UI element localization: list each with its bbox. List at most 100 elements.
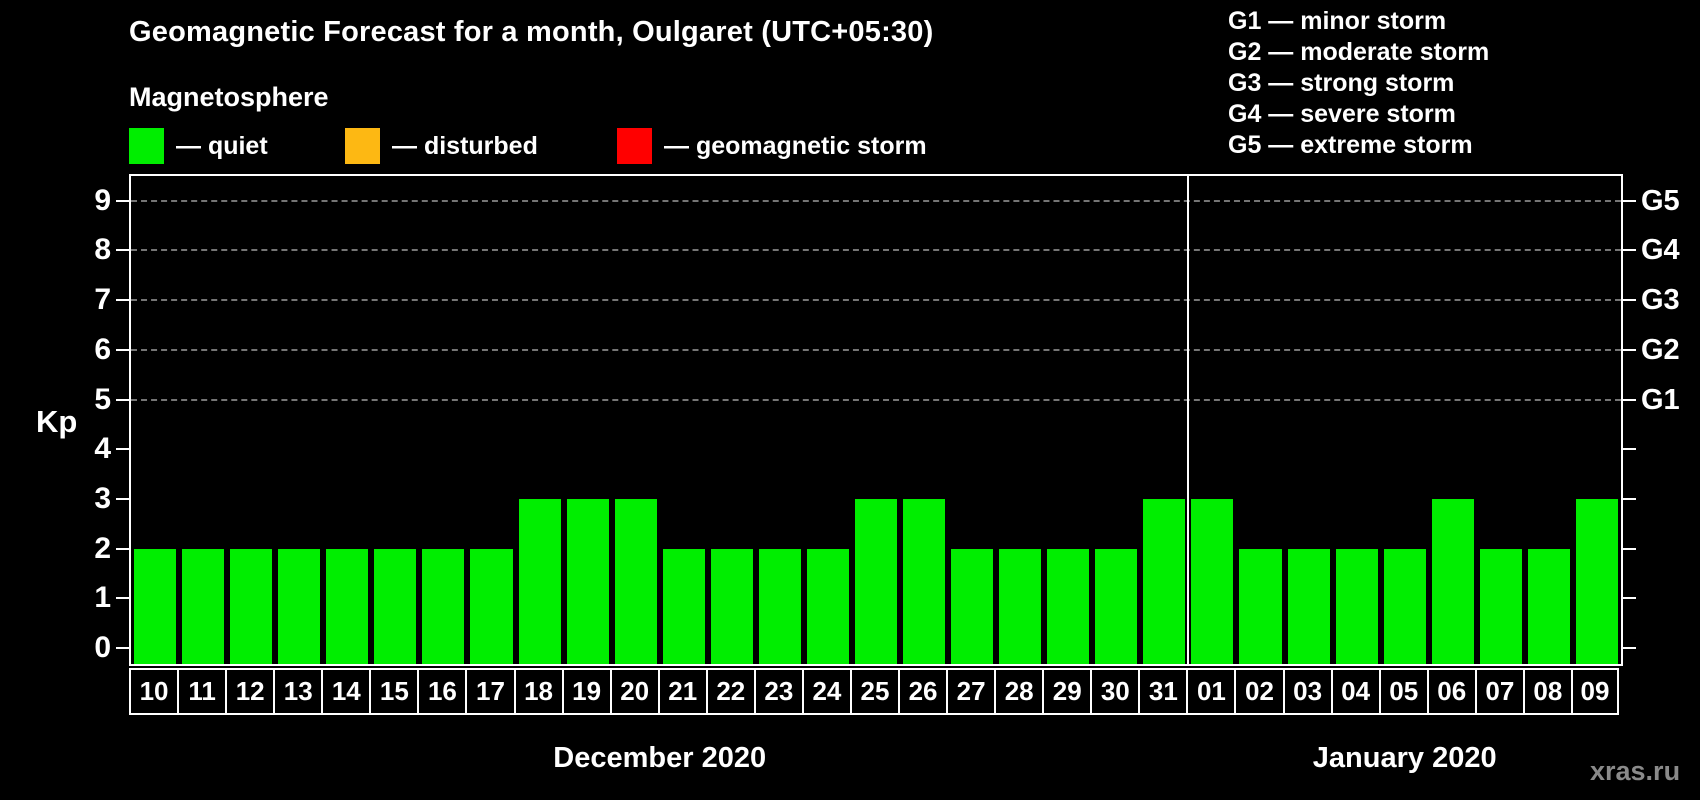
y-axis-label: Kp xyxy=(36,404,78,439)
day-label-15: 15 xyxy=(369,668,420,715)
legend-label-disturbed: — disturbed xyxy=(392,131,538,160)
kp-bar-day-19 xyxy=(566,498,609,664)
kp-color-legend: — quiet — disturbed — geomagnetic storm xyxy=(0,126,1100,170)
kp-bar-day-06 xyxy=(1431,498,1474,664)
g-scale-label-g4: G4 xyxy=(1641,234,1680,267)
gridline-kp8 xyxy=(131,249,1621,252)
right-tick-0 xyxy=(1623,647,1636,649)
day-label-06: 06 xyxy=(1426,668,1477,715)
day-label-19: 19 xyxy=(561,668,612,715)
g-scale-label-g5: G5 xyxy=(1641,184,1680,217)
gridline-kp5 xyxy=(131,398,1621,401)
kp-bar-day-12 xyxy=(230,548,273,664)
day-label-17: 17 xyxy=(465,668,516,715)
day-label-13: 13 xyxy=(273,668,324,715)
right-tick-8 xyxy=(1623,249,1636,252)
kp-bar-day-24 xyxy=(806,548,849,664)
day-label-27: 27 xyxy=(946,668,997,715)
y-tick-label-8: 8 xyxy=(94,233,111,267)
day-label-07: 07 xyxy=(1474,668,1525,715)
kp-bar-day-01 xyxy=(1191,498,1234,664)
left-tick-5 xyxy=(116,398,129,401)
kp-bar-day-11 xyxy=(182,548,225,664)
gridline-kp6 xyxy=(131,348,1621,351)
y-tick-label-7: 7 xyxy=(94,283,111,317)
day-label-08: 08 xyxy=(1522,668,1573,715)
day-label-14: 14 xyxy=(321,668,372,715)
watermark: xras.ru xyxy=(1590,756,1681,786)
day-label-26: 26 xyxy=(898,668,949,715)
kp-bar-day-30 xyxy=(1095,548,1138,664)
right-tick-6 xyxy=(1623,348,1636,351)
kp-bar-day-13 xyxy=(278,548,321,664)
kp-bar-day-05 xyxy=(1383,548,1426,664)
day-label-25: 25 xyxy=(849,668,901,715)
kp-bar-day-07 xyxy=(1479,548,1522,664)
day-label-10: 10 xyxy=(129,668,180,715)
g-scale-legend: G1 — minor storm G2 — moderate storm G3 — … xyxy=(1228,6,1489,161)
right-tick-3 xyxy=(1623,497,1636,500)
legend-label-storm: — geomagnetic storm xyxy=(664,131,927,160)
kp-bar-day-23 xyxy=(758,548,801,664)
legend-item-storm: — geomagnetic storm xyxy=(617,126,927,166)
day-label-18: 18 xyxy=(513,668,564,715)
right-tick-7 xyxy=(1623,299,1636,302)
y-tick-label-5: 5 xyxy=(94,382,111,416)
kp-bar-day-26 xyxy=(903,498,946,664)
left-tick-1 xyxy=(116,597,129,600)
kp-bar-day-03 xyxy=(1287,548,1330,664)
kp-bar-day-22 xyxy=(710,548,753,664)
right-tick-4 xyxy=(1623,448,1636,451)
day-axis: 10 11 12 13 14 15 16 17 18 19 20 21 22 23 24 25 26 27 28 29… xyxy=(129,668,1623,715)
day-label-30: 30 xyxy=(1090,668,1141,715)
day-label-21: 21 xyxy=(657,668,708,715)
kp-bar-day-02 xyxy=(1239,548,1282,664)
day-label-09: 09 xyxy=(1570,668,1619,715)
legend-item-quiet: — quiet xyxy=(129,126,268,166)
day-label-28: 28 xyxy=(994,668,1045,715)
day-label-29: 29 xyxy=(1042,668,1093,715)
quiet-swatch xyxy=(129,128,164,164)
day-label-22: 22 xyxy=(705,668,756,715)
kp-bar-day-09 xyxy=(1575,498,1618,664)
day-label-11: 11 xyxy=(177,668,228,715)
g-legend-row-3: G3 — strong storm xyxy=(1228,69,1455,97)
kp-bar-day-29 xyxy=(1047,548,1090,664)
g-legend-row-4: G4 — severe storm xyxy=(1228,100,1456,128)
y-tick-label-1: 1 xyxy=(94,581,111,615)
day-label-02: 02 xyxy=(1234,668,1285,715)
g-legend-row-1: G1 — minor storm xyxy=(1228,7,1447,35)
legend-label-quiet: — quiet xyxy=(176,131,268,160)
g-scale-label-g2: G2 xyxy=(1641,333,1680,366)
y-tick-label-6: 6 xyxy=(94,332,111,366)
g-legend-row-5: G5 — extreme storm xyxy=(1228,131,1473,159)
g-legend-row-2: G2 — moderate storm xyxy=(1228,38,1490,66)
right-tick-5 xyxy=(1623,398,1636,401)
left-tick-0 xyxy=(116,647,129,649)
day-label-24: 24 xyxy=(801,668,852,715)
right-tick-1 xyxy=(1623,597,1636,600)
day-label-05: 05 xyxy=(1378,668,1429,715)
month-divider xyxy=(1187,176,1190,664)
g-scale-label-g1: G1 xyxy=(1641,383,1680,416)
right-tick-2 xyxy=(1623,547,1636,550)
y-tick-label-0: 0 xyxy=(94,631,111,664)
left-tick-3 xyxy=(116,497,129,500)
left-tick-7 xyxy=(116,299,129,302)
left-tick-4 xyxy=(116,448,129,451)
day-label-04: 04 xyxy=(1330,668,1381,715)
kp-bar-day-08 xyxy=(1527,548,1570,664)
plot-area: 0 1 2 3 4 5 6 7 8 9 G1 G2 G3 G4 G5 xyxy=(94,174,1680,666)
kp-bar-day-20 xyxy=(614,498,657,664)
left-tick-8 xyxy=(116,249,129,252)
y-tick-label-2: 2 xyxy=(94,531,111,565)
legend-item-disturbed: — disturbed xyxy=(345,126,538,166)
day-label-20: 20 xyxy=(609,668,660,715)
disturbed-swatch xyxy=(345,128,380,164)
kp-bar-day-31 xyxy=(1143,498,1186,664)
kp-bar-day-18 xyxy=(518,498,561,664)
magnetosphere-subtitle: Magnetosphere xyxy=(129,82,329,112)
day-label-23: 23 xyxy=(753,668,804,715)
left-tick-6 xyxy=(116,348,129,351)
